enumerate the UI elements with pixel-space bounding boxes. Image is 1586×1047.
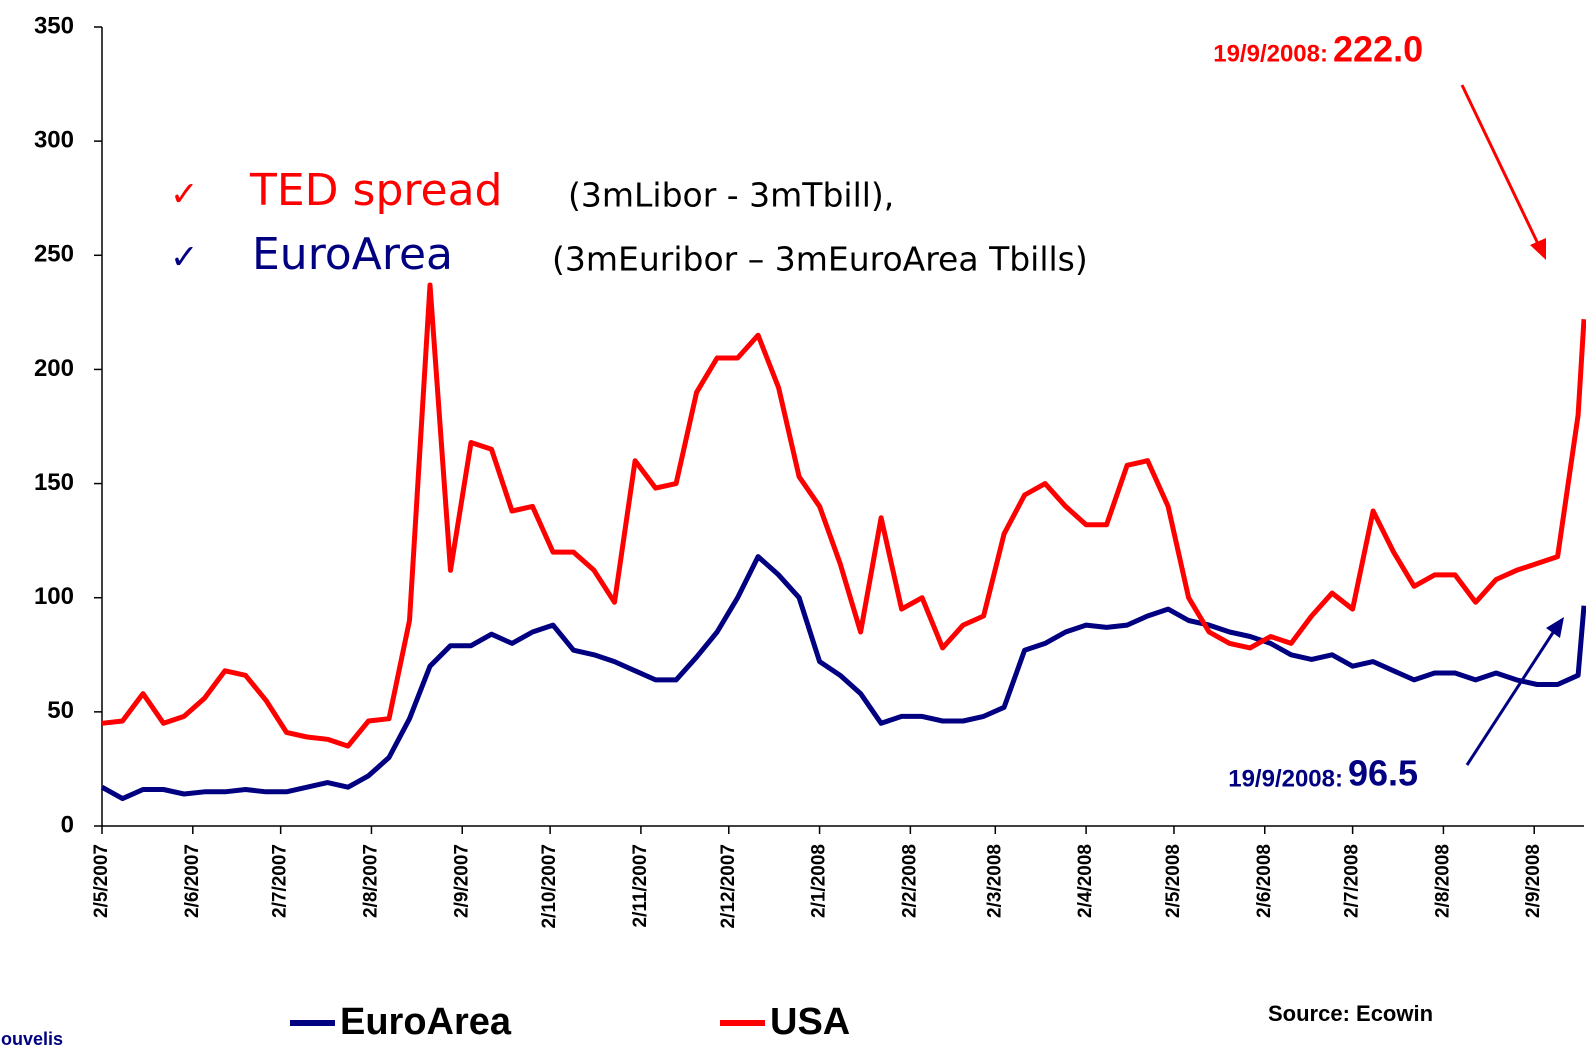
x-tick-label: 2/8/2008: [1432, 844, 1453, 918]
author: louvelis: [0, 1029, 63, 1047]
note-name: TED spread: [249, 165, 502, 216]
series-line: [101, 282, 1586, 749]
x-tick-label: 2/3/2008: [984, 844, 1005, 918]
arrows: [1460, 84, 1564, 766]
y-tick-label: 150: [34, 469, 74, 496]
red-arrow: [1460, 84, 1542, 249]
y-tick-label: 250: [34, 241, 74, 268]
x-tick-label: 2/6/2007: [182, 844, 203, 918]
note-detail: (3mLibor - 3mTbill),: [568, 176, 894, 215]
x-tick-label: 2/12/2007: [718, 844, 739, 929]
annotation-value: 222.0: [1333, 29, 1423, 70]
note-name: EuroArea: [252, 229, 453, 280]
annotation-value: 96.5: [1348, 753, 1418, 794]
y-tick-label: 200: [34, 355, 74, 382]
x-tick-label: 2/11/2007: [630, 844, 651, 927]
x-tick-label: 2/9/2007: [451, 844, 472, 918]
annotation-date: 19/9/2008:: [1213, 40, 1328, 67]
source: Source: Ecowin: [1268, 1001, 1433, 1026]
x-tick-label: 2/1/2008: [809, 844, 830, 918]
y-tick-label: 100: [34, 583, 74, 610]
x-tick-label: 2/8/2007: [360, 844, 381, 918]
red-arrowhead: [1530, 238, 1546, 260]
x-tick-label: 2/7/2007: [270, 844, 291, 918]
blue-arrowhead: [1546, 617, 1564, 638]
checkmark: ✓: [170, 238, 199, 278]
x-tick-label: 2/5/2008: [1163, 844, 1184, 918]
y-tick-label: 300: [34, 126, 74, 153]
y-tick-label: 0: [61, 811, 74, 838]
x-tick-label: 2/6/2008: [1254, 844, 1275, 918]
annotation-date: 19/9/2008:: [1228, 765, 1343, 792]
legend-label: USA: [770, 1001, 850, 1043]
series-line: [100, 554, 1586, 802]
checkmark: ✓: [170, 175, 199, 215]
x-tick-label: 2/10/2007: [539, 844, 560, 929]
x-tick-label: 2/5/2007: [91, 844, 112, 918]
blue-arrow: [1465, 627, 1558, 766]
legend-label: EuroArea: [340, 1001, 512, 1043]
y-tick-label: 350: [34, 12, 74, 39]
x-tick-label: 2/9/2008: [1523, 844, 1544, 918]
y-tick-label: 50: [47, 697, 74, 724]
x-tick-label: 2/4/2008: [1075, 844, 1096, 918]
x-tick-label: 2/2/2008: [899, 844, 920, 918]
x-tick-label: 2/7/2008: [1342, 844, 1363, 918]
note-detail: (3mEuribor – 3mEuroArea Tbills): [552, 240, 1088, 279]
